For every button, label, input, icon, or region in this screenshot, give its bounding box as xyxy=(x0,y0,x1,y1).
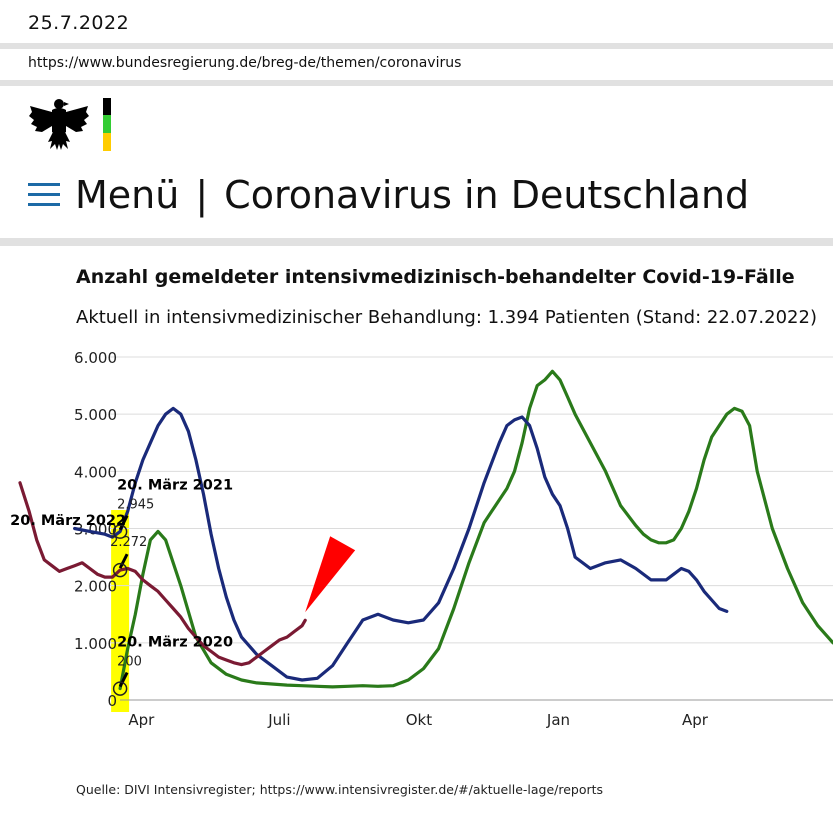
divider-url xyxy=(0,80,833,86)
y-tick-label: 0 xyxy=(107,692,117,710)
flag-bar xyxy=(103,98,111,151)
y-tick-label: 1.000 xyxy=(74,635,117,653)
annotation-label: 20. März 2021 xyxy=(117,478,233,494)
page-url[interactable]: https://www.bundesregierung.de/breg-de/t… xyxy=(28,55,462,71)
x-tick-label: Apr xyxy=(128,711,155,729)
chart-title: Anzahl gemeldeter intensivmedizinisch-be… xyxy=(76,266,795,288)
y-tick-label: 4.000 xyxy=(74,463,117,481)
annotation-value: 200 xyxy=(117,655,142,670)
x-axis-labels: Apr Juli Okt Jan Apr xyxy=(128,711,708,729)
annotation-value: 2.272 xyxy=(110,535,147,550)
x-tick-label: Jan xyxy=(546,711,570,729)
source-note: Quelle: DIVI Intensivregister; https://w… xyxy=(76,782,604,797)
series-line-2 xyxy=(72,406,729,682)
annotation-connector xyxy=(118,671,129,688)
federal-eagle-logo[interactable] xyxy=(28,94,90,154)
site-header: Menü | Coronavirus in Deutschland xyxy=(28,168,749,222)
annotation-point xyxy=(112,681,128,696)
annotation-value: 2.945 xyxy=(117,498,154,513)
arrow-annotation xyxy=(305,536,356,613)
gridlines xyxy=(110,356,833,701)
hamburger-menu-icon[interactable] xyxy=(28,183,60,207)
title-separator: | xyxy=(195,173,209,217)
y-tick-label: 2.000 xyxy=(74,578,117,596)
x-tick-label: Juli xyxy=(267,711,290,729)
divider-top xyxy=(0,43,833,49)
y-tick-label: 6.000 xyxy=(74,349,117,367)
series-line-3 xyxy=(18,481,307,667)
annotation-label: 20. März 2020 xyxy=(117,635,233,651)
capture-date: 25.7.2022 xyxy=(28,12,130,34)
site-title: Coronavirus in Deutschland xyxy=(224,173,750,217)
divider-header xyxy=(0,238,833,246)
annotation-point xyxy=(112,524,128,539)
y-tick-label: 5.000 xyxy=(74,406,117,424)
annotation-label: 20. März 2022 xyxy=(10,513,126,529)
annotation-connector xyxy=(118,553,129,569)
series-lines xyxy=(18,369,833,691)
x-tick-label: Apr xyxy=(682,711,709,729)
annotation-point xyxy=(112,562,128,578)
x-tick-label: Okt xyxy=(406,711,432,729)
menu-link[interactable]: Menü xyxy=(75,173,180,217)
annotation-connector xyxy=(118,514,129,531)
chart-subtitle: Aktuell in intensivmedizinischer Behandl… xyxy=(76,307,817,328)
arrow-pointer xyxy=(305,536,356,613)
series-line-1 xyxy=(118,369,833,691)
